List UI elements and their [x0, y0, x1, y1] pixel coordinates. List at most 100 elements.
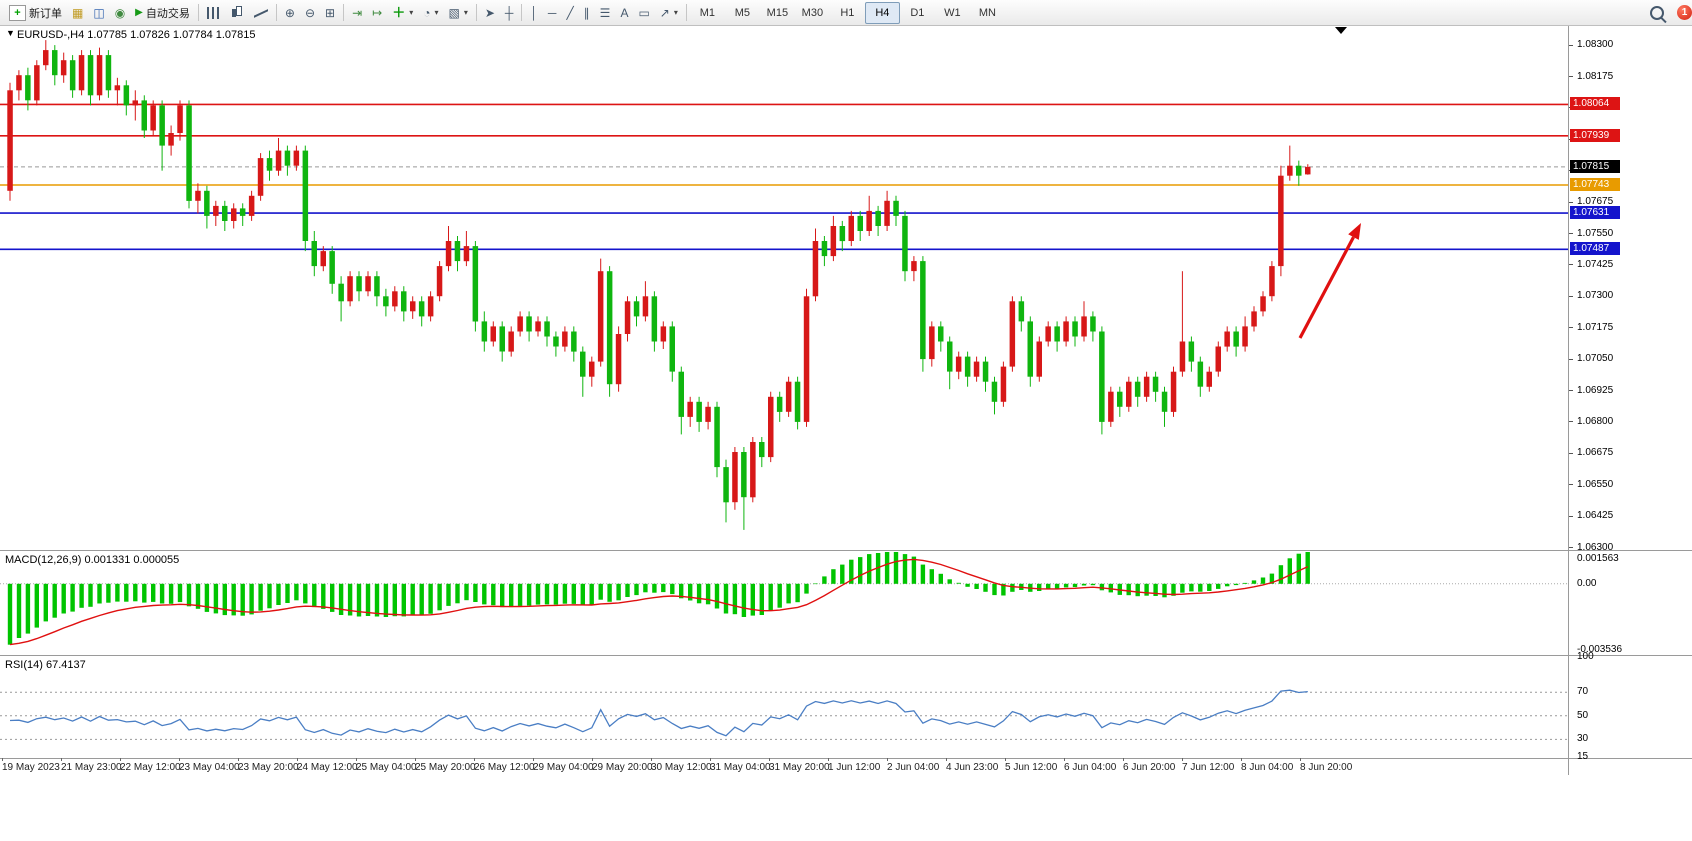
- price-tick-label: 1.07175: [1577, 321, 1614, 333]
- candle-body: [222, 205, 228, 221]
- price-axis[interactable]: 1.083001.081751.080501.079251.078001.076…: [1569, 25, 1691, 775]
- macd-panel[interactable]: [0, 552, 1568, 653]
- level-price-box[interactable]: 1.07743: [1570, 178, 1620, 191]
- candle-body: [517, 316, 523, 332]
- notification-badge[interactable]: 1: [1677, 5, 1692, 20]
- macd-histogram-bar: [124, 583, 129, 602]
- candlestick-chart-button[interactable]: [225, 2, 249, 24]
- level-price-box[interactable]: 1.08064: [1570, 97, 1620, 111]
- timeframe-m15-button[interactable]: M15: [766, 6, 789, 19]
- time-axis[interactable]: 19 May 2023 21 May 23:00 22 May 12:00 23 Ma…: [0, 758, 1568, 778]
- candle-body: [1224, 331, 1230, 347]
- candle-body: [7, 90, 13, 191]
- level-price-box[interactable]: 1.07939: [1570, 128, 1620, 142]
- panel-splitter[interactable]: [0, 655, 1692, 656]
- vertical-line-button[interactable]: │: [525, 2, 543, 24]
- macd-histogram-bar: [347, 583, 353, 616]
- price-axis-border: [1568, 25, 1569, 775]
- candle-body: [150, 105, 156, 131]
- periods-button[interactable]: ◔ ▾: [418, 2, 443, 24]
- macd-histogram-bar: [562, 583, 568, 604]
- arrows-tool-button[interactable]: ↗ ▾: [655, 2, 683, 24]
- time-axis-border: [0, 758, 1692, 759]
- timeframe-h4-button[interactable]: H4: [864, 1, 900, 24]
- tile-windows-button[interactable]: ⊞: [320, 2, 340, 24]
- channel-button[interactable]: ∥: [579, 2, 595, 24]
- timeframe-m5-button[interactable]: M5: [734, 6, 751, 19]
- current-price-box[interactable]: 1.07815: [1570, 159, 1620, 173]
- timeframe-m30-button[interactable]: M30: [801, 6, 824, 19]
- profiles-button[interactable]: ◫: [88, 2, 109, 24]
- timeframe-h1-button[interactable]: H1: [840, 6, 855, 19]
- crosshair-button[interactable]: ┼: [500, 2, 519, 24]
- label-tool-icon: ▭: [638, 5, 650, 20]
- cursor-button[interactable]: ➤: [480, 2, 500, 24]
- bar-chart-button[interactable]: [202, 2, 225, 24]
- macd-histogram-bar: [330, 583, 335, 612]
- new-order-label: 新订单: [29, 7, 62, 20]
- candle-body: [1287, 165, 1293, 176]
- chart-shift-button[interactable]: ↦: [367, 2, 387, 24]
- candle-body: [1278, 175, 1284, 267]
- fibonacci-button[interactable]: ☰: [595, 2, 616, 24]
- one-click-trading-toggle[interactable]: ▼: [6, 28, 15, 38]
- candle-body: [1242, 326, 1248, 347]
- time-axis-tick: [1182, 758, 1183, 761]
- timeframe-m1-button[interactable]: M1: [699, 6, 716, 19]
- annotation-arrow-shaft[interactable]: [1298, 236, 1355, 339]
- zoom-in-button[interactable]: ⊕: [280, 2, 300, 24]
- data-window-button[interactable]: ◉: [110, 2, 130, 24]
- horizontal-line-button[interactable]: ─: [543, 2, 562, 24]
- candle-body: [794, 381, 801, 422]
- time-axis-tick: [238, 758, 239, 761]
- candle-body: [159, 105, 165, 146]
- macd-histogram-bar: [965, 583, 970, 587]
- timeframe-d1-button[interactable]: D1: [910, 6, 925, 19]
- vertical-line-icon: │: [530, 5, 538, 20]
- candle-body: [821, 241, 828, 257]
- candle-body: [857, 215, 863, 231]
- price-chart[interactable]: [0, 25, 1568, 550]
- templates-button[interactable]: ▧ ▾: [443, 2, 472, 24]
- price-tick-label: 1.06675: [1577, 447, 1614, 459]
- trendline-button[interactable]: ╱: [561, 2, 578, 24]
- panel-splitter[interactable]: [0, 550, 1692, 551]
- candle-body: [866, 210, 872, 231]
- search-button[interactable]: [1645, 2, 1673, 24]
- candle-body: [275, 150, 282, 171]
- timeframe-mn-button[interactable]: MN: [978, 6, 996, 19]
- macd-histogram-bar: [374, 583, 380, 617]
- price-axis-tick: [1569, 515, 1573, 517]
- macd-histogram-bar: [822, 576, 827, 584]
- macd-histogram-bar: [732, 583, 738, 615]
- new-order-button[interactable]: + 新订单: [4, 2, 67, 24]
- candle-body: [96, 55, 103, 96]
- zoom-out-button[interactable]: ⊖: [300, 2, 320, 24]
- candle-body: [454, 241, 461, 262]
- label-tool-button[interactable]: ▭: [633, 2, 654, 24]
- line-chart-button[interactable]: [249, 2, 273, 24]
- auto-scroll-button[interactable]: ⇥: [347, 2, 367, 24]
- chart-shift-marker[interactable]: [1335, 27, 1347, 34]
- rsi-panel[interactable]: [0, 657, 1568, 757]
- macd-histogram-bar: [517, 583, 523, 606]
- fibonacci-icon: ☰: [599, 5, 611, 20]
- level-price-box[interactable]: 1.07631: [1570, 206, 1620, 220]
- timeframe-w1-button[interactable]: W1: [944, 6, 961, 19]
- autotrade-button[interactable]: ▶ 自动交易: [130, 2, 195, 24]
- annotation-arrow-head[interactable]: [1348, 223, 1361, 240]
- text-tool-button[interactable]: A: [615, 2, 633, 24]
- time-label: 6 Jun 04:00: [1064, 762, 1117, 773]
- indicators-button[interactable]: ＋ ▾: [387, 2, 418, 24]
- macd-histogram-bar: [482, 583, 487, 605]
- time-axis-tick: [179, 758, 180, 761]
- price-tick-label: 1.08175: [1577, 70, 1614, 82]
- level-price-box[interactable]: 1.07487: [1570, 242, 1620, 256]
- candle-body: [105, 55, 112, 91]
- macd-axis-label: 0.00: [1577, 577, 1597, 589]
- charts-button[interactable]: ▦: [67, 2, 88, 24]
- macd-header: MACD(12,26,9) 0.001331 0.000055: [5, 554, 180, 566]
- candle-body: [427, 296, 434, 317]
- macd-histogram-bar: [580, 583, 585, 606]
- search-icon: [1650, 5, 1664, 20]
